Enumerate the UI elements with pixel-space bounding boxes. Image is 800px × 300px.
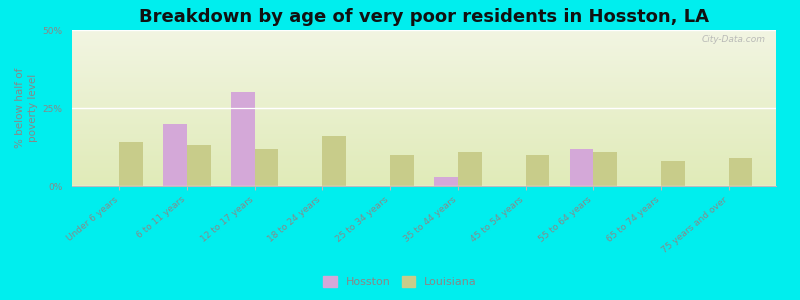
- Bar: [322, 136, 346, 186]
- Bar: [729, 158, 752, 186]
- Bar: [526, 155, 550, 186]
- Bar: [254, 148, 278, 186]
- Bar: [231, 92, 254, 186]
- Bar: [187, 146, 210, 186]
- Bar: [458, 152, 482, 186]
- Bar: [594, 152, 617, 186]
- Bar: [163, 124, 187, 186]
- Text: City-Data.com: City-Data.com: [702, 35, 766, 44]
- Bar: [661, 161, 685, 186]
- Bar: [570, 148, 594, 186]
- Bar: [390, 155, 414, 186]
- Bar: [434, 177, 458, 186]
- Legend: Hosston, Louisiana: Hosston, Louisiana: [319, 271, 481, 291]
- Y-axis label: % below half of
poverty level: % below half of poverty level: [14, 68, 38, 148]
- Bar: [119, 142, 143, 186]
- Title: Breakdown by age of very poor residents in Hosston, LA: Breakdown by age of very poor residents …: [139, 8, 709, 26]
